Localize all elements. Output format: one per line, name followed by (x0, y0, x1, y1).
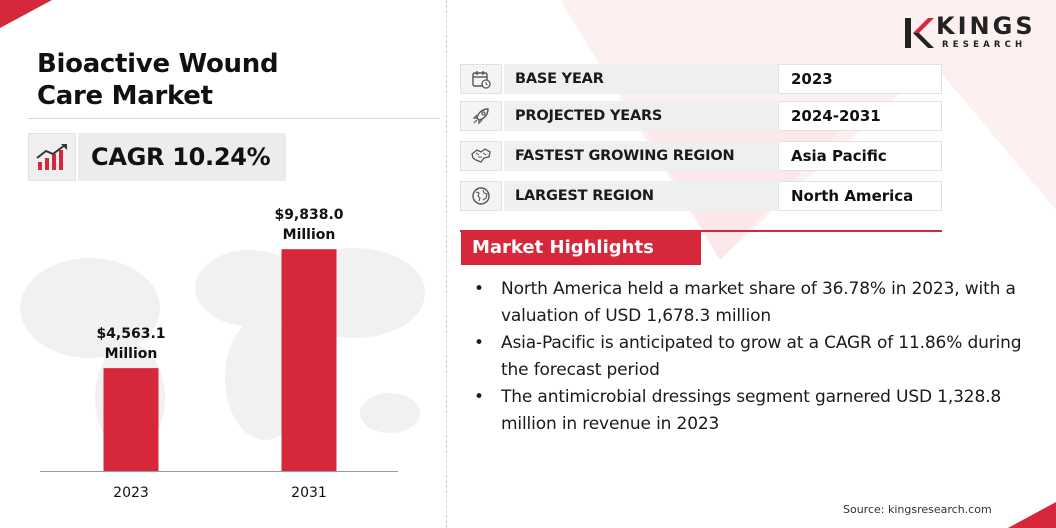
title-divider (28, 118, 440, 119)
data-label-2023: Million (105, 346, 158, 362)
rocket-icon (472, 108, 489, 125)
info-value: 2023 (778, 64, 942, 94)
corner-accent-top-left (0, 0, 52, 28)
page-title-line-1: Bioactive Wound (37, 49, 279, 79)
highlights-rule (460, 230, 942, 232)
bar-2023 (103, 368, 159, 471)
info-row-fastest-growing-region: FASTEST GROWING REGION Asia Pacific (460, 141, 942, 171)
info-icon-box (460, 64, 502, 94)
cagr-value: CAGR 10.24% (91, 143, 271, 171)
info-value: 2024-2031 (778, 101, 942, 131)
data-label-2023: $4,563.1 (96, 326, 165, 342)
market-size-bar-chart: $4,563.1 Million 2023 $9,838.0 Million 2031 (40, 207, 398, 501)
cagr-icon-box (28, 133, 76, 181)
growth-chart-icon (36, 144, 67, 170)
highlights-list: North America held a market share of 36.… (472, 276, 1032, 438)
data-label-2031: Million (283, 227, 336, 243)
info-row-largest-region: LARGEST REGION North America (460, 181, 942, 211)
info-label: PROJECTED YEARS (504, 101, 822, 131)
info-value: North America (778, 181, 942, 211)
cagr-badge: CAGR 10.24% (78, 133, 286, 181)
info-row-projected-years: PROJECTED YEARS 2024-2031 (460, 101, 942, 131)
highlight-item: Asia-Pacific is anticipated to grow at a… (472, 330, 1032, 384)
info-label: FASTEST GROWING REGION (504, 141, 822, 171)
highlights-heading: Market Highlights (461, 230, 701, 265)
source-credit: Source: kingsresearch.com (843, 503, 992, 516)
info-icon-box (460, 101, 502, 131)
kings-logo-mark-icon (905, 18, 934, 48)
info-value: Asia Pacific (778, 141, 942, 171)
globe-icon (472, 187, 490, 205)
info-icon-box (460, 181, 502, 211)
logo-kings-text: KINGS (936, 12, 1036, 40)
x-tick-label-2031: 2031 (291, 485, 327, 501)
page-title-line-2: Care Market (37, 81, 213, 111)
kings-research-logo: KINGS RESEARCH (904, 12, 1036, 54)
info-icon-box (460, 141, 502, 171)
page-title: Bioactive Wound Care Market (37, 48, 279, 112)
highlight-item: The antimicrobial dressings segment garn… (472, 384, 1032, 438)
vertical-divider (446, 0, 447, 528)
region-map-icon (471, 148, 491, 163)
info-row-base-year: BASE YEAR 2023 (460, 64, 942, 94)
data-label-2031: $9,838.0 (274, 207, 343, 223)
calendar-icon (472, 71, 491, 89)
corner-accent-bottom-right (1008, 502, 1056, 528)
bar-2031 (281, 249, 337, 471)
info-label: BASE YEAR (504, 64, 822, 94)
x-tick-label-2023: 2023 (113, 485, 149, 501)
info-label: LARGEST REGION (504, 181, 822, 211)
highlight-item: North America held a market share of 36.… (472, 276, 1032, 330)
logo-research-text: RESEARCH (942, 40, 1027, 50)
